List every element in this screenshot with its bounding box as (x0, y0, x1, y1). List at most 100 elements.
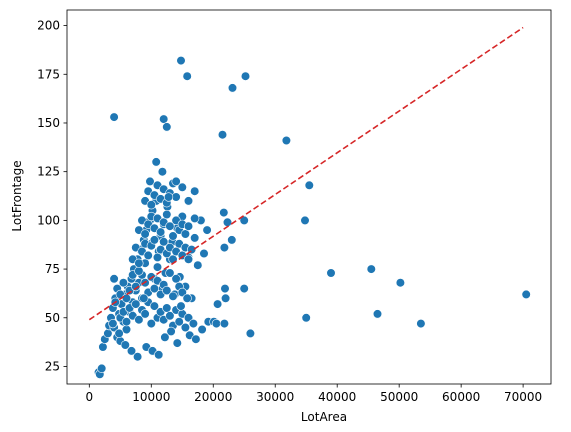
data-point (168, 291, 178, 301)
data-point (395, 278, 406, 288)
data-point (211, 319, 221, 329)
data-point (190, 186, 200, 196)
data-point (521, 289, 531, 300)
x-tick-label: 70000 (504, 390, 542, 404)
data-point (131, 282, 141, 292)
data-point (134, 315, 144, 325)
data-point (301, 313, 311, 323)
data-point (171, 274, 181, 284)
data-point (162, 303, 172, 313)
data-point (118, 278, 128, 288)
data-point (183, 196, 194, 206)
x-tick-label: 0 (85, 390, 93, 404)
data-point (145, 176, 155, 186)
data-point (245, 328, 255, 339)
data-point (172, 338, 182, 348)
x-tick-label: 10000 (132, 390, 170, 404)
data-point (221, 293, 231, 303)
data-point (131, 299, 141, 309)
data-point (146, 200, 156, 210)
data-point (165, 268, 175, 278)
data-point (326, 268, 336, 278)
y-ticks: 25 50 75 100 125 150 175 200 (37, 19, 67, 373)
y-tick-label: 75 (45, 262, 60, 276)
data-point (300, 215, 310, 225)
data-point (168, 254, 178, 264)
data-point (220, 284, 230, 294)
data-point (97, 363, 107, 374)
data-point (227, 235, 237, 245)
data-point (171, 176, 181, 186)
x-tick-label: 20000 (194, 390, 232, 404)
data-point (108, 319, 118, 329)
data-point (202, 225, 212, 235)
data-point (114, 328, 124, 339)
y-tick-label: 100 (37, 213, 60, 227)
data-point (199, 248, 209, 259)
x-tick-label: 50000 (380, 390, 418, 404)
y-tick-label: 175 (37, 67, 60, 81)
y-tick-label: 125 (37, 165, 60, 179)
data-point (159, 237, 169, 247)
data-point (152, 252, 163, 262)
data-point (240, 71, 251, 81)
data-point (98, 342, 108, 352)
data-point (180, 229, 190, 239)
data-point (160, 332, 170, 342)
data-point (133, 352, 143, 362)
trend-line-layer (88, 26, 524, 321)
data-point (159, 114, 169, 124)
data-point (109, 274, 119, 284)
data-point (109, 112, 119, 122)
axes-frame (66, 9, 552, 385)
data-point (134, 258, 144, 268)
data-point (149, 235, 159, 245)
data-point (182, 293, 192, 303)
data-point (227, 83, 238, 93)
data-point (197, 324, 207, 335)
data-point (190, 233, 200, 243)
x-tick-label: 60000 (442, 390, 480, 404)
x-ticks: 0 10000 20000 30000 40000 50000 60000 70000 (85, 384, 542, 404)
y-tick-label: 200 (37, 19, 60, 33)
data-point (134, 266, 144, 276)
y-tick-label: 150 (37, 116, 60, 130)
data-point (193, 260, 203, 270)
data-point (164, 192, 174, 202)
data-point (174, 317, 184, 327)
data-point (222, 217, 233, 227)
trend-line (88, 26, 524, 321)
data-point (165, 221, 175, 231)
data-point (183, 254, 194, 264)
data-point (416, 319, 426, 329)
data-point (157, 167, 167, 177)
data-point (121, 293, 132, 303)
data-point (219, 243, 229, 253)
data-point (176, 55, 186, 66)
data-point (120, 340, 130, 350)
data-point (165, 311, 175, 321)
data-point (372, 309, 383, 319)
data-point (140, 309, 150, 319)
data-point (146, 319, 156, 329)
data-point (152, 262, 163, 272)
data-point (149, 284, 159, 294)
data-point (149, 301, 159, 311)
data-point (168, 231, 178, 241)
data-point (190, 213, 200, 223)
data-point (217, 130, 228, 140)
data-point (151, 157, 161, 167)
data-point (239, 215, 249, 225)
data-point (166, 326, 176, 337)
x-tick-label: 40000 (318, 390, 356, 404)
x-tick-label: 30000 (256, 390, 294, 404)
data-point (281, 135, 292, 146)
data-point (213, 299, 223, 309)
data-point (162, 285, 172, 296)
data-point (162, 122, 172, 132)
data-point (183, 221, 194, 231)
data-point (177, 182, 187, 192)
data-point (188, 319, 198, 329)
data-points (93, 55, 531, 379)
